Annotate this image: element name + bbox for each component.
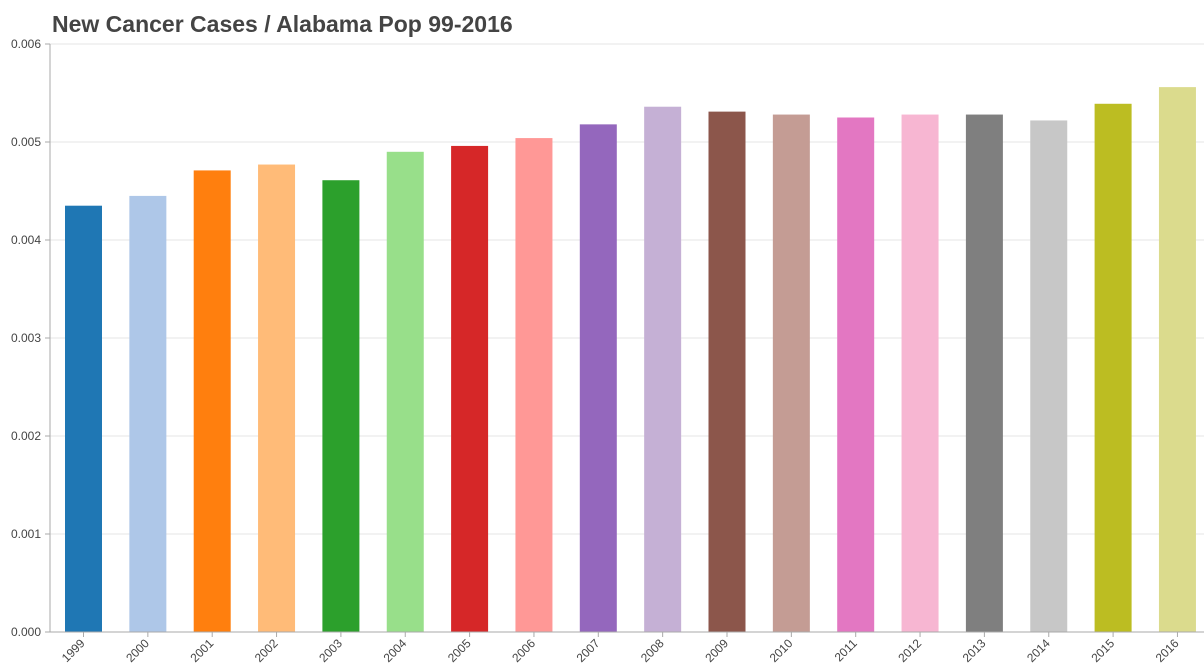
bar-2004 (386, 151, 424, 633)
bar-2008 (644, 106, 682, 633)
bar-2014 (1030, 120, 1068, 632)
x-tick-label: 2009 (702, 636, 731, 665)
y-tick-label: 0.006 (11, 37, 41, 51)
x-tick-label: 2008 (638, 636, 667, 665)
x-tick-label: 2012 (895, 636, 924, 665)
x-tick-label: 2011 (832, 636, 860, 664)
chart-title: New Cancer Cases / Alabama Pop 99-2016 (52, 11, 513, 37)
x-tick-label: 2014 (1024, 636, 1053, 665)
bar-2006 (515, 138, 553, 632)
x-tick-label: 2016 (1153, 636, 1182, 665)
bar-2011 (837, 117, 875, 632)
bar-2015 (1094, 103, 1132, 632)
x-tick-label: 2006 (509, 636, 538, 665)
x-tick-label: 2007 (574, 636, 603, 665)
y-tick-label: 0.003 (11, 331, 41, 345)
x-tick-label: 2005 (445, 636, 474, 665)
x-tick-label: 2015 (1088, 636, 1117, 665)
bar-2010 (772, 114, 810, 632)
y-tick-label: 0.004 (11, 233, 41, 247)
bar-2016 (1158, 87, 1196, 633)
x-tick-label: 2004 (381, 636, 410, 665)
x-tick-labels: 1999 2000 2001 2002 2003 2004 2005 2006 2007 2008… (59, 632, 1182, 665)
x-tick-label: 2010 (767, 636, 796, 665)
gridlines (50, 43, 1204, 535)
x-tick-label: 2001 (188, 636, 217, 665)
y-tick-label: 0.001 (11, 527, 41, 541)
y-tick-labels: 0.000 0.001 0.002 0.003 0.004 0.005 0.006 (11, 37, 50, 639)
y-tick-label: 0.002 (11, 429, 41, 443)
bar-1999 (65, 205, 102, 632)
bar-2003 (322, 180, 360, 632)
y-tick-label: 0.000 (11, 625, 41, 639)
y-tick-label: 0.005 (11, 135, 41, 149)
bar-2009 (708, 111, 746, 633)
bar-2000 (129, 195, 167, 632)
x-tick-label: 2013 (960, 636, 989, 665)
x-tick-label: 2002 (252, 636, 281, 665)
bar-2013 (965, 114, 1003, 632)
bars (65, 87, 1196, 633)
bar-2001 (193, 170, 231, 633)
x-tick-label: 2003 (316, 636, 345, 665)
bar-2005 (451, 145, 489, 633)
x-tick-label: 1999 (59, 636, 88, 665)
x-tick-label: 2000 (123, 636, 152, 665)
bar-2012 (901, 114, 939, 632)
bar-2002 (258, 164, 296, 633)
bar-2007 (579, 124, 617, 633)
